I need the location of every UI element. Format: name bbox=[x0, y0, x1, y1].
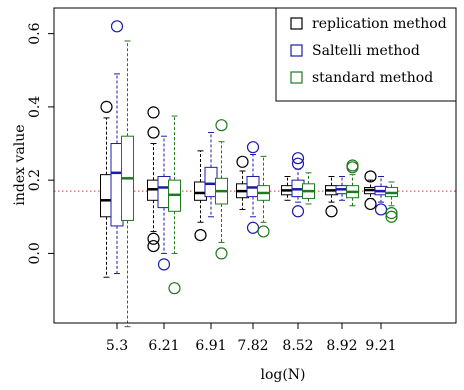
boxes-layer bbox=[100, 20, 398, 328]
box-standard-6.91 bbox=[215, 119, 228, 260]
outlier-point bbox=[385, 207, 398, 220]
box-standard-9.21 bbox=[385, 181, 398, 223]
box-replication-5.3 bbox=[100, 100, 113, 278]
box-saltelli-8.52 bbox=[291, 152, 305, 218]
box-standard-8.92 bbox=[346, 159, 359, 207]
outlier-point bbox=[147, 232, 160, 245]
outlier-point bbox=[110, 20, 124, 33]
outlier-point bbox=[100, 100, 113, 113]
legend-swatch-standard bbox=[290, 71, 303, 84]
outlier-point bbox=[346, 159, 359, 172]
x-tick-label: 5.3 bbox=[106, 338, 128, 354]
outlier-point bbox=[374, 203, 388, 216]
outlier-point bbox=[246, 221, 260, 234]
box-standard-6.21 bbox=[168, 115, 181, 295]
box-standard-5.3 bbox=[121, 40, 134, 328]
x-tick-label: 8.52 bbox=[282, 338, 313, 354]
outlier-point bbox=[194, 228, 207, 242]
y-tick-label: 0.2 bbox=[27, 169, 43, 191]
legend-label-replication: replication method bbox=[312, 16, 447, 32]
outlier-point bbox=[147, 106, 160, 119]
x-axis-label: log(N) bbox=[260, 367, 305, 383]
x-tick-label: 8.92 bbox=[326, 338, 357, 354]
x-tick-label: 9.21 bbox=[365, 338, 396, 354]
outlier-point bbox=[215, 119, 228, 132]
outlier-point bbox=[246, 141, 260, 154]
legend-label-saltelli: Saltelli method bbox=[312, 43, 420, 59]
legend-box bbox=[275, 7, 457, 102]
box-standard-7.82 bbox=[257, 155, 270, 238]
outlier-point bbox=[291, 205, 305, 218]
legend-label-standard: standard method bbox=[312, 70, 433, 86]
outlier-point bbox=[168, 282, 181, 295]
plot-frame bbox=[53, 7, 457, 324]
box-saltelli-5.3 bbox=[110, 20, 124, 275]
outlier-point bbox=[325, 205, 338, 218]
outlier-point bbox=[147, 239, 160, 253]
outlier-point bbox=[236, 155, 249, 168]
y-tick-label: 0.4 bbox=[27, 96, 43, 118]
outlier-point bbox=[385, 210, 398, 223]
y-axis: 0.0 0.2 0.4 0.6 bbox=[27, 22, 54, 265]
box-standard-8.52 bbox=[302, 172, 315, 205]
y-axis-label: index value bbox=[12, 124, 28, 205]
outlier-point bbox=[215, 247, 228, 260]
outlier-point bbox=[147, 126, 160, 139]
outlier-point bbox=[257, 225, 270, 238]
outlier-point bbox=[157, 258, 171, 271]
outlier-point bbox=[364, 170, 377, 183]
box-saltelli-6.21 bbox=[157, 135, 171, 271]
y-tick-label: 0.6 bbox=[27, 22, 43, 44]
x-tick-label: 7.82 bbox=[237, 338, 268, 354]
outlier-point bbox=[291, 152, 305, 165]
outlier-point bbox=[291, 157, 305, 170]
y-tick-label: 0.0 bbox=[27, 242, 43, 264]
legend-swatch-saltelli bbox=[290, 44, 303, 57]
x-axis: 5.3 6.21 6.91 7.82 8.52 8.92 9.21 bbox=[106, 323, 397, 354]
box-replication-6.21 bbox=[147, 106, 160, 253]
x-tick-label: 6.91 bbox=[195, 338, 226, 354]
legend: replication method Saltelli method stand… bbox=[275, 7, 457, 102]
outlier-point bbox=[364, 197, 377, 211]
box-saltelli-7.82 bbox=[246, 141, 260, 234]
legend-swatch-replication bbox=[290, 17, 303, 30]
x-tick-label: 6.21 bbox=[148, 338, 179, 354]
